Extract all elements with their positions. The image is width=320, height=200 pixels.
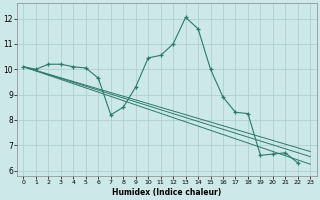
X-axis label: Humidex (Indice chaleur): Humidex (Indice chaleur): [112, 188, 221, 197]
